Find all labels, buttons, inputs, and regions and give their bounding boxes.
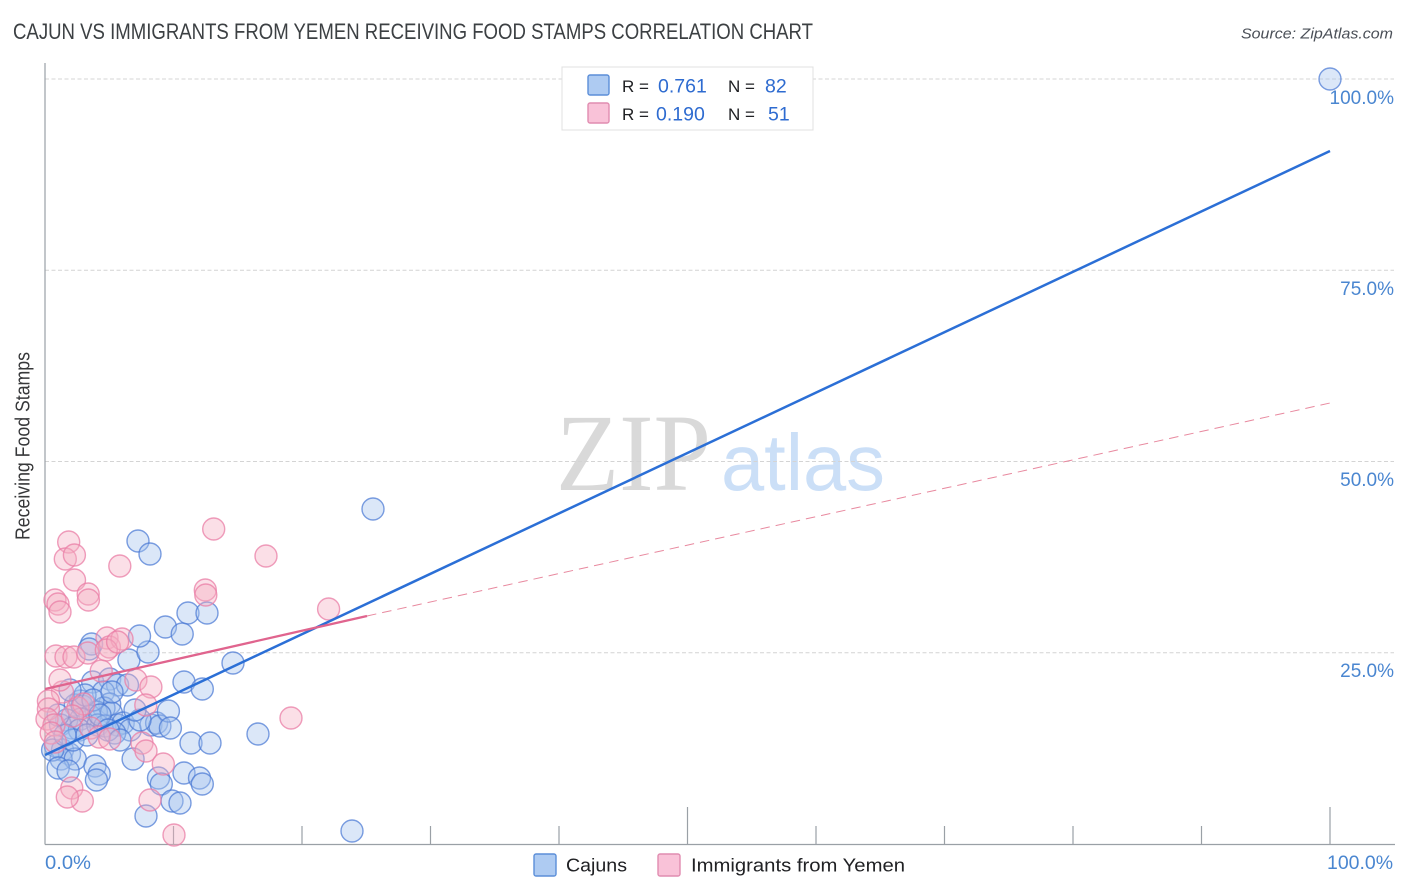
svg-text:0.190: 0.190: [656, 104, 705, 126]
svg-text:51: 51: [768, 104, 790, 126]
svg-text:R =: R =: [622, 77, 649, 96]
svg-text:75.0%: 75.0%: [1340, 279, 1394, 300]
svg-text:0.761: 0.761: [658, 76, 707, 98]
svg-text:atlas: atlas: [721, 418, 885, 507]
svg-text:Receiving Food Stamps: Receiving Food Stamps: [13, 352, 35, 540]
svg-text:R =: R =: [622, 105, 649, 124]
svg-text:Immigrants from Yemen: Immigrants from Yemen: [691, 856, 905, 876]
svg-text:0.0%: 0.0%: [45, 852, 91, 874]
svg-text:Cajuns: Cajuns: [566, 856, 627, 876]
svg-text:N =: N =: [728, 77, 755, 96]
svg-text:100.0%: 100.0%: [1327, 852, 1393, 874]
svg-text:25.0%: 25.0%: [1340, 661, 1394, 682]
svg-text:100.0%: 100.0%: [1330, 88, 1395, 109]
svg-text:82: 82: [765, 76, 787, 98]
svg-text:N =: N =: [728, 105, 755, 124]
svg-text:Source: ZipAtlas.com: Source: ZipAtlas.com: [1241, 27, 1393, 43]
svg-text:50.0%: 50.0%: [1340, 470, 1394, 491]
svg-text:CAJUN VS IMMIGRANTS FROM YEMEN: CAJUN VS IMMIGRANTS FROM YEMEN RECEIVING…: [13, 19, 813, 44]
